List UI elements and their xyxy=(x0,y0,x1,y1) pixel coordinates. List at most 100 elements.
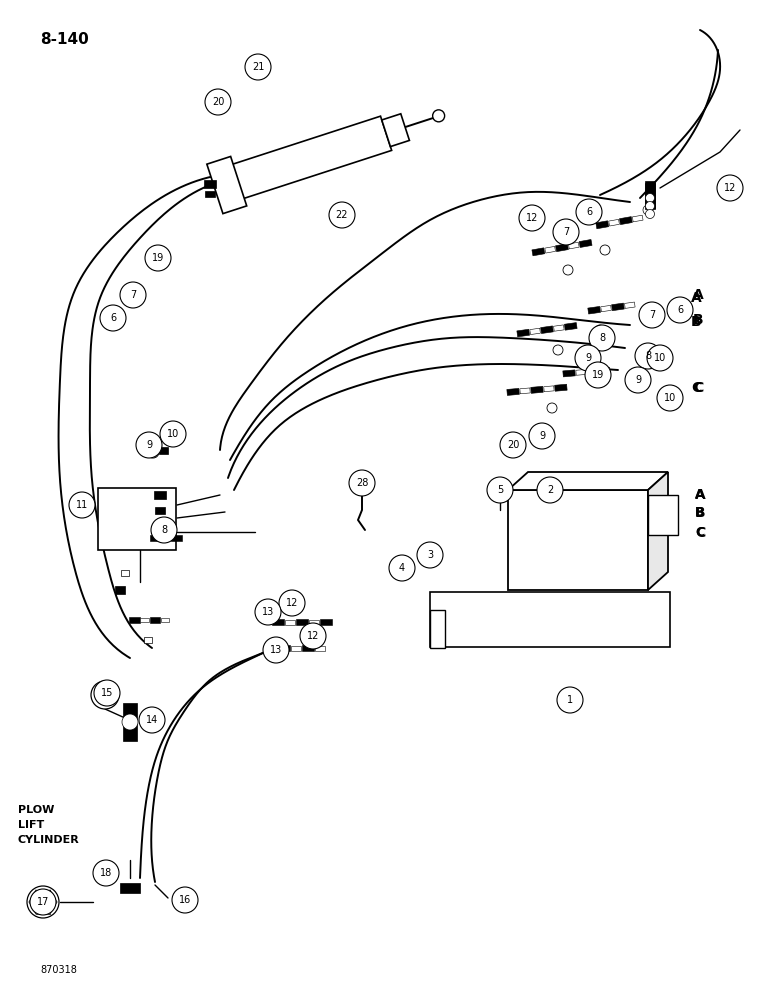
Text: 5: 5 xyxy=(497,485,503,495)
Circle shape xyxy=(519,205,545,231)
Bar xyxy=(229,116,391,200)
Bar xyxy=(207,156,247,214)
Bar xyxy=(545,246,556,253)
Text: 16: 16 xyxy=(179,895,191,905)
Text: 12: 12 xyxy=(286,598,298,608)
Bar xyxy=(291,646,301,650)
Circle shape xyxy=(639,302,665,328)
Bar xyxy=(507,388,520,395)
Bar xyxy=(554,325,564,331)
Circle shape xyxy=(645,194,655,202)
Circle shape xyxy=(27,886,59,918)
Bar xyxy=(123,703,137,741)
Circle shape xyxy=(529,423,555,449)
Text: 9: 9 xyxy=(635,375,641,385)
Bar xyxy=(171,535,182,541)
Bar xyxy=(517,329,530,337)
Bar xyxy=(98,488,176,550)
Bar xyxy=(358,483,366,488)
Circle shape xyxy=(432,110,445,122)
Bar xyxy=(564,323,577,330)
Circle shape xyxy=(205,89,231,115)
Bar xyxy=(100,868,110,876)
Text: B: B xyxy=(691,315,702,329)
Circle shape xyxy=(93,860,119,886)
Text: 7: 7 xyxy=(649,310,655,320)
Text: 28: 28 xyxy=(356,478,368,488)
Text: 17: 17 xyxy=(37,897,49,907)
Text: 3: 3 xyxy=(427,550,433,560)
Circle shape xyxy=(69,492,95,518)
Text: 2: 2 xyxy=(547,485,553,495)
Bar xyxy=(531,386,543,393)
Circle shape xyxy=(645,202,655,211)
Circle shape xyxy=(279,590,305,616)
Bar xyxy=(632,215,643,222)
Text: B: B xyxy=(693,313,703,327)
Bar xyxy=(576,369,586,375)
Bar xyxy=(129,617,140,623)
Text: 7: 7 xyxy=(563,227,569,237)
Bar xyxy=(543,386,554,392)
Bar xyxy=(158,446,168,454)
Circle shape xyxy=(717,175,743,201)
Circle shape xyxy=(145,245,171,271)
Circle shape xyxy=(667,297,693,323)
Bar xyxy=(121,570,129,576)
Text: C: C xyxy=(695,526,704,540)
Text: 7: 7 xyxy=(130,290,136,300)
Circle shape xyxy=(100,305,126,331)
Bar xyxy=(625,302,635,308)
Circle shape xyxy=(91,681,119,709)
Circle shape xyxy=(553,345,563,355)
Bar xyxy=(399,566,405,570)
Text: 12: 12 xyxy=(724,183,736,193)
Bar xyxy=(144,637,152,643)
Bar xyxy=(141,618,149,622)
Circle shape xyxy=(500,432,526,458)
Text: 9: 9 xyxy=(146,440,152,450)
Bar xyxy=(296,619,308,625)
Text: C: C xyxy=(691,381,701,395)
Text: 10: 10 xyxy=(654,353,666,363)
Bar xyxy=(205,191,215,197)
Circle shape xyxy=(595,325,605,335)
Text: 8: 8 xyxy=(161,525,167,535)
Bar xyxy=(532,248,545,256)
Text: 10: 10 xyxy=(664,393,676,403)
Bar xyxy=(154,491,166,499)
Circle shape xyxy=(122,714,138,730)
Bar xyxy=(648,495,678,535)
Text: 8: 8 xyxy=(645,351,651,361)
Bar xyxy=(619,217,632,225)
Circle shape xyxy=(147,446,159,458)
Text: 1: 1 xyxy=(567,695,573,705)
Bar xyxy=(150,617,160,623)
Text: 14: 14 xyxy=(146,715,158,725)
Circle shape xyxy=(563,265,573,275)
Circle shape xyxy=(575,345,601,371)
Bar xyxy=(115,586,125,594)
Circle shape xyxy=(647,345,673,371)
Bar xyxy=(530,328,540,335)
Bar xyxy=(161,618,169,622)
Bar xyxy=(382,114,409,147)
Text: 870318: 870318 xyxy=(40,965,77,975)
Text: 8-140: 8-140 xyxy=(40,32,89,47)
Bar xyxy=(320,619,332,625)
Bar xyxy=(601,305,611,312)
Circle shape xyxy=(600,245,610,255)
Bar xyxy=(508,490,648,590)
Circle shape xyxy=(151,517,177,543)
Circle shape xyxy=(139,707,165,733)
Bar xyxy=(554,384,567,391)
Circle shape xyxy=(397,563,407,573)
Text: B: B xyxy=(695,506,705,520)
Text: LIFT: LIFT xyxy=(18,820,44,830)
Bar xyxy=(611,303,625,311)
Text: 19: 19 xyxy=(592,370,604,380)
Bar xyxy=(544,490,552,495)
Circle shape xyxy=(329,202,355,228)
Bar xyxy=(285,619,295,624)
Text: A: A xyxy=(695,488,705,502)
